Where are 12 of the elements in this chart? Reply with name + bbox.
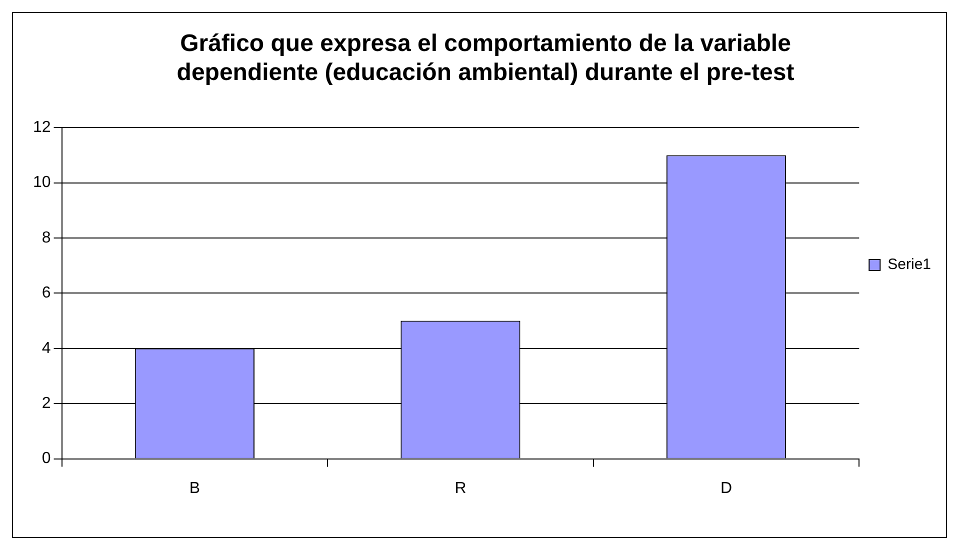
y-tick-label: 6 — [42, 284, 51, 302]
y-tick-label: 4 — [42, 340, 51, 357]
y-tick-label: 2 — [42, 395, 51, 412]
y-tick-label: 0 — [42, 450, 51, 468]
y-tick-label: 10 — [33, 174, 51, 192]
chart-title: Gráfico que expresa el comportamiento de la variable dependiente (educación ambiental) durante el pre-test — [176, 30, 794, 86]
x-tick-label: R — [454, 480, 466, 497]
x-tick-label: B — [189, 480, 200, 497]
legend-label: Serie1 — [888, 256, 931, 274]
y-tick-label: 8 — [42, 229, 51, 246]
y-tick-label: 12 — [33, 119, 51, 136]
x-tick-label: D — [720, 480, 732, 497]
